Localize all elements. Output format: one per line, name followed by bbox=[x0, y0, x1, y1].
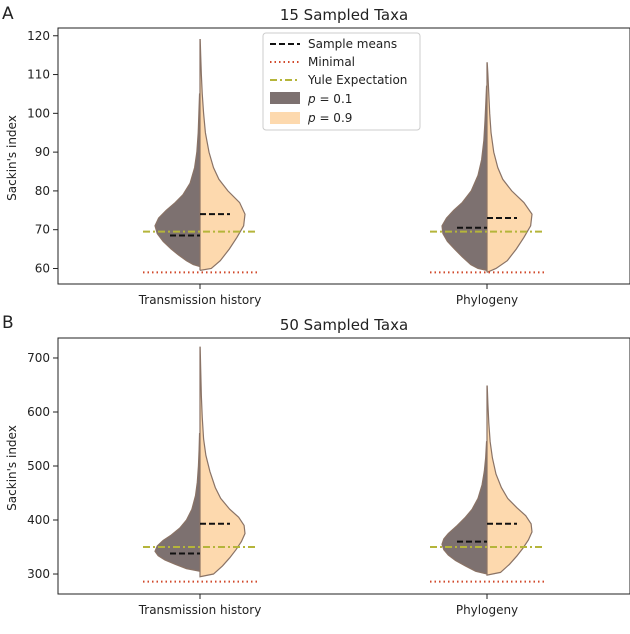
y-tick-label: 700 bbox=[27, 351, 50, 365]
y-tick-label: 600 bbox=[27, 405, 50, 419]
legend-swatch-p01 bbox=[270, 92, 300, 104]
axes-frame-a bbox=[57, 27, 630, 285]
legend-label-p09: p = 0.9 bbox=[307, 111, 352, 125]
y-tick-label: 100 bbox=[27, 106, 50, 120]
violin-right-1 bbox=[486, 385, 533, 576]
y-tick-label: 80 bbox=[35, 184, 50, 198]
x-tick-label: Phylogeny bbox=[456, 293, 518, 307]
violin-left-1 bbox=[441, 441, 488, 575]
violin-right-0 bbox=[199, 39, 246, 272]
y-tick-label: 400 bbox=[27, 513, 50, 527]
y-tick-label: 120 bbox=[27, 29, 50, 43]
legend-label-minimal: Minimal bbox=[308, 55, 355, 69]
violin-left-0 bbox=[154, 432, 201, 573]
legend-label-p01: p = 0.1 bbox=[307, 92, 352, 106]
panel-a: A 15 Sampled Taxa Sackin's index 60 70 80 9… bbox=[2, 4, 630, 307]
violin-right-0 bbox=[199, 346, 246, 578]
chart-title-a: 15 Sampled Taxa bbox=[280, 6, 408, 24]
y-axis-label-a: Sackin's index bbox=[5, 115, 19, 201]
x-tick-label: Transmission history bbox=[138, 293, 262, 307]
panel-b: B 50 Sampled Taxa Sackin's index 300 400 5… bbox=[2, 313, 630, 617]
legend-swatch-p09 bbox=[270, 112, 300, 124]
legend-label-sample-means: Sample means bbox=[308, 37, 397, 51]
legend-frame bbox=[262, 32, 421, 131]
y-tick-label: 90 bbox=[35, 145, 50, 159]
panel-label-b: B bbox=[2, 313, 14, 333]
y-axis-label-b: Sackin's index bbox=[5, 425, 19, 511]
y-tick-label: 300 bbox=[27, 567, 50, 581]
violin-left-1 bbox=[441, 85, 488, 272]
x-tick-label: Transmission history bbox=[138, 603, 262, 617]
violin-left-0 bbox=[154, 93, 201, 268]
panel-label-a: A bbox=[2, 4, 14, 24]
legend-label-yule: Yule Expectation bbox=[307, 73, 407, 87]
plot-area-b bbox=[143, 346, 544, 583]
y-tick-label: 70 bbox=[35, 223, 50, 237]
violin-right-1 bbox=[486, 62, 533, 273]
y-tick-label: 60 bbox=[35, 261, 50, 275]
y-tick-label: 500 bbox=[27, 459, 50, 473]
plot-area-a bbox=[143, 39, 544, 274]
chart-title-b: 50 Sampled Taxa bbox=[280, 316, 408, 334]
y-tick-label: 110 bbox=[27, 68, 50, 82]
x-tick-label: Phylogeny bbox=[456, 603, 518, 617]
axes-frame-b bbox=[57, 337, 630, 595]
legend: Sample means Minimal Yule Expectation p … bbox=[262, 32, 421, 131]
